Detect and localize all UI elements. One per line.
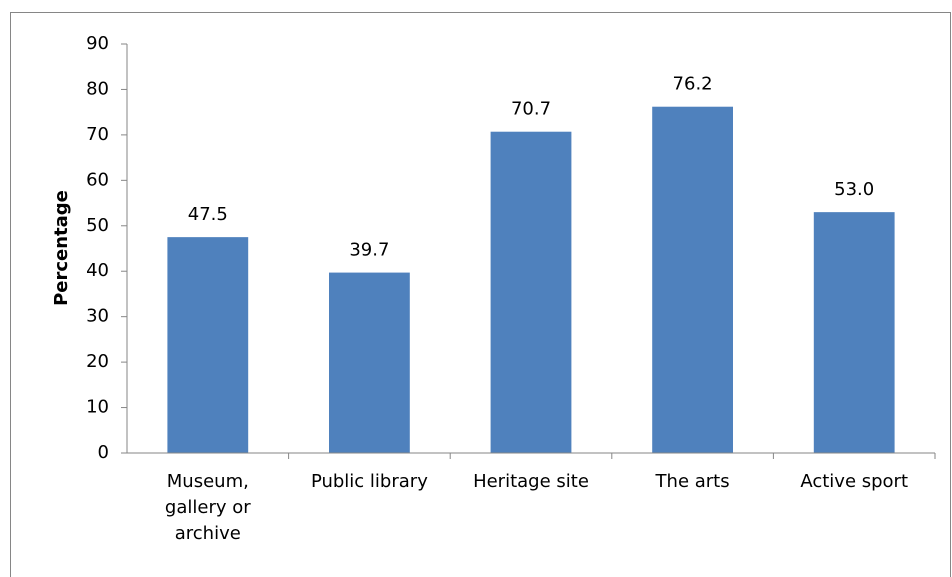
y-tick-label: 0	[98, 442, 109, 463]
y-tick-label: 90	[86, 33, 109, 54]
data-label: 76.2	[673, 74, 713, 95]
data-label: 39.7	[349, 240, 389, 261]
chart-border	[10, 12, 951, 577]
bar	[490, 131, 572, 454]
y-tick-label: 50	[86, 215, 109, 236]
x-tick-label: The arts	[655, 471, 730, 492]
y-tick-label: 70	[86, 124, 109, 145]
y-tick-label: 30	[86, 306, 109, 327]
x-tick-label: Active sport	[800, 471, 909, 492]
y-tick-label: 40	[86, 260, 109, 281]
y-tick-label: 80	[86, 78, 109, 99]
y-tick-label: 60	[86, 169, 109, 190]
x-tick-label: Public library	[310, 471, 428, 492]
data-label: 53.0	[834, 179, 874, 200]
bar	[329, 272, 410, 453]
bar	[813, 212, 895, 453]
y-tick-label: 20	[86, 351, 109, 372]
x-tick-label: Heritage site	[473, 471, 589, 492]
data-label: 47.5	[188, 204, 228, 225]
x-tick-label: Museum, gallery or archive	[164, 471, 251, 544]
bar	[652, 106, 733, 454]
data-label: 70.7	[511, 99, 551, 120]
y-tick-label: 10	[86, 397, 109, 418]
y-axis-label: Percentage	[51, 190, 72, 306]
bar	[167, 237, 249, 453]
